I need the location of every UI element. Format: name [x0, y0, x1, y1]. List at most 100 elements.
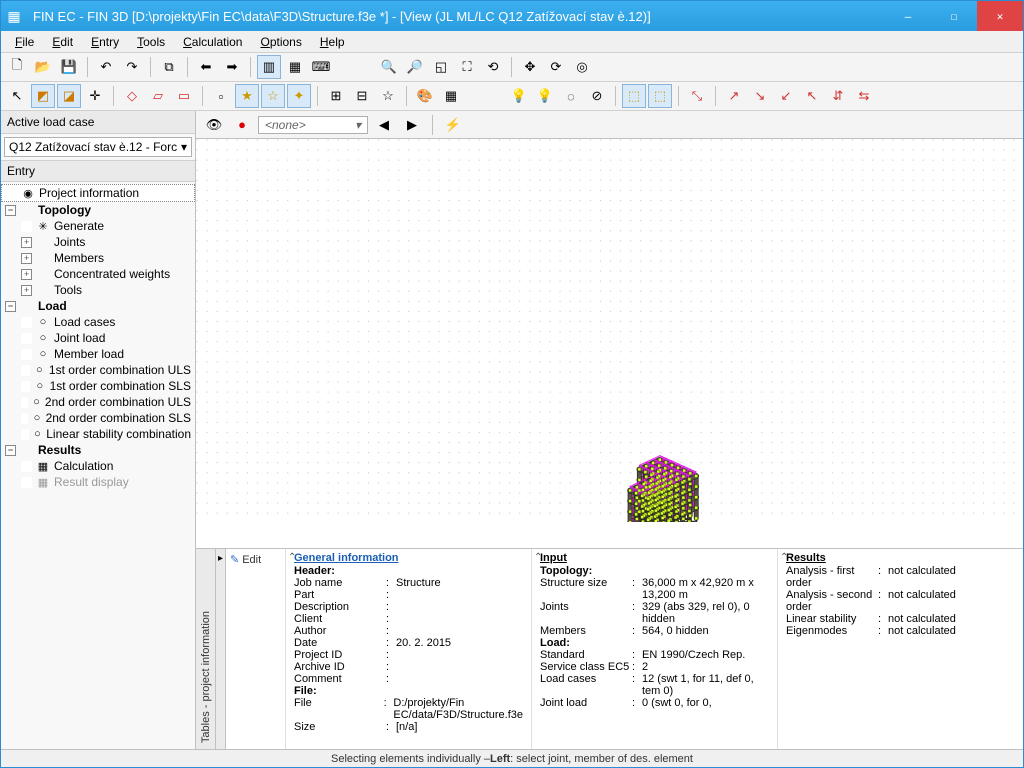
- zoom-window-icon[interactable]: ◱: [429, 55, 453, 79]
- arrow-right-icon[interactable]: ➡: [220, 55, 244, 79]
- view2-icon[interactable]: ★: [235, 84, 259, 108]
- app-icon: ▦: [1, 8, 27, 25]
- snap1-icon[interactable]: ◇: [120, 84, 144, 108]
- menu-file[interactable]: File: [7, 33, 42, 51]
- menu-options[interactable]: Options: [252, 33, 309, 51]
- filter2-icon[interactable]: ⊟: [350, 84, 374, 108]
- view4-icon[interactable]: ✦: [287, 84, 311, 108]
- tree-generate[interactable]: ✳Generate: [1, 218, 195, 234]
- tree-load[interactable]: −Load: [1, 298, 195, 314]
- zoom-prev-icon[interactable]: ⟲: [481, 55, 505, 79]
- bulb-off-icon[interactable]: 💡: [533, 84, 557, 108]
- toolbar-secondary: ↖ ◩ ◪ ✛ ◇ ▱ ▭ ▫ ★ ☆ ✦ ⊞ ⊟ ☆ 🎨 ▦ 💡 💡 ◌ ⊘ …: [1, 82, 1023, 111]
- snap2-icon[interactable]: ▱: [146, 84, 170, 108]
- active-load-case-combo[interactable]: Q12 Zatížovací stav è.12 - Forc ▾: [4, 137, 192, 157]
- tree-project-information[interactable]: ◉Project information: [1, 184, 195, 202]
- save-icon[interactable]: 💾: [57, 55, 81, 79]
- tree-load-cases[interactable]: ○Load cases: [1, 314, 195, 330]
- tree-linear-stability-combination[interactable]: ○Linear stability combination: [1, 426, 195, 442]
- redo-icon[interactable]: ↷: [120, 55, 144, 79]
- select-icon[interactable]: ↖: [5, 84, 29, 108]
- tree-2nd-order-combination-sls[interactable]: ○2nd order combination SLS: [1, 410, 195, 426]
- grid-icon[interactable]: ▦: [439, 84, 463, 108]
- maximize-button[interactable]: ☐: [931, 1, 977, 31]
- rec-camera-icon[interactable]: 👁: [202, 113, 226, 137]
- info-col-input: ⌃InputTopology:Structure size:36,000 m x…: [532, 549, 778, 749]
- pan-icon[interactable]: ✥: [518, 55, 542, 79]
- left-panel: Active load case Q12 Zatížovací stav è.1…: [1, 111, 196, 749]
- right-panel: 👁 ● <none>▾ ◀ ▶ ⚡ Tables - project infor…: [196, 111, 1023, 749]
- animation-toolbar: 👁 ● <none>▾ ◀ ▶ ⚡: [196, 111, 1023, 139]
- viewport-3d[interactable]: [196, 139, 1023, 549]
- zoom-in-icon[interactable]: 🔍: [377, 55, 401, 79]
- axis-icon[interactable]: ⤡: [685, 84, 709, 108]
- tree-concentrated-weights[interactable]: +Concentrated weights: [1, 266, 195, 282]
- info-edit-button[interactable]: ✎ Edit: [230, 553, 281, 566]
- menu-help[interactable]: Help: [312, 33, 353, 51]
- tree-member-load[interactable]: ○Member load: [1, 346, 195, 362]
- sel-mode3-icon[interactable]: ✛: [83, 84, 107, 108]
- color-icon[interactable]: 🎨: [413, 84, 437, 108]
- menu-tools[interactable]: Tools: [129, 33, 173, 51]
- cs3-icon[interactable]: ↙: [774, 84, 798, 108]
- cs5-icon[interactable]: ⇵: [826, 84, 850, 108]
- filter1-icon[interactable]: ⊞: [324, 84, 348, 108]
- cs4-icon[interactable]: ↖: [800, 84, 824, 108]
- window-title: FIN EC - FIN 3D [D:\projekty\Fin EC\data…: [27, 9, 885, 24]
- undo-icon[interactable]: ↶: [94, 55, 118, 79]
- record-icon[interactable]: ●: [230, 113, 254, 137]
- tree-2nd-order-combination-uls[interactable]: ○2nd order combination ULS: [1, 394, 195, 410]
- zoom-out-icon[interactable]: 🔎: [403, 55, 427, 79]
- lcs2-icon[interactable]: ⬚: [648, 84, 672, 108]
- view1-icon[interactable]: ▫: [209, 84, 233, 108]
- zoom-fit-icon[interactable]: ⛶: [455, 55, 479, 79]
- statusbar: Selecting elements individually – Left :…: [1, 749, 1023, 767]
- info-col-results: ⌃ResultsAnalysis - first order:not calcu…: [778, 549, 1023, 749]
- table-icon[interactable]: ▦: [283, 55, 307, 79]
- new-icon[interactable]: 🗋: [5, 55, 29, 79]
- tree-joints[interactable]: +Joints: [1, 234, 195, 250]
- menu-calculation[interactable]: Calculation: [175, 33, 250, 51]
- filter3-icon[interactable]: ☆: [376, 84, 400, 108]
- tree-1st-order-combination-sls[interactable]: ○1st order combination SLS: [1, 378, 195, 394]
- rotate-icon[interactable]: ⟳: [544, 55, 568, 79]
- menubar: FileEditEntryToolsCalculationOptionsHelp: [1, 31, 1023, 53]
- arrow-left-icon[interactable]: ⬅: [194, 55, 218, 79]
- bulb-on-icon[interactable]: 💡: [507, 84, 531, 108]
- active-load-case-value: Q12 Zatížovací stav è.12 - Forc: [9, 140, 177, 154]
- keyboard-icon[interactable]: ⌨: [309, 55, 333, 79]
- panel-toggle-icon[interactable]: ▥: [257, 55, 281, 79]
- tree-1st-order-combination-uls[interactable]: ○1st order combination ULS: [1, 362, 195, 378]
- orbit-icon[interactable]: ◎: [570, 55, 594, 79]
- tree-topology[interactable]: −Topology: [1, 202, 195, 218]
- animation-combo[interactable]: <none>▾: [258, 116, 368, 134]
- open-icon[interactable]: 📂: [31, 55, 55, 79]
- cs1-icon[interactable]: ↗: [722, 84, 746, 108]
- snap3-icon[interactable]: ▭: [172, 84, 196, 108]
- tree-result-display[interactable]: ▦Result display: [1, 474, 195, 490]
- cs2-icon[interactable]: ↘: [748, 84, 772, 108]
- sel-mode2-icon[interactable]: ◪: [57, 84, 81, 108]
- anim-settings-icon[interactable]: ⚡: [441, 113, 465, 137]
- sel-mode1-icon[interactable]: ◩: [31, 84, 55, 108]
- tree-calculation[interactable]: ▦Calculation: [1, 458, 195, 474]
- copy-icon[interactable]: ⧉: [157, 55, 181, 79]
- view3-icon[interactable]: ☆: [261, 84, 285, 108]
- info-tab[interactable]: Tables - project information: [196, 549, 216, 749]
- minimize-button[interactable]: —: [885, 1, 931, 31]
- close-button[interactable]: ✕: [977, 1, 1023, 31]
- lcs1-icon[interactable]: ⬚: [622, 84, 646, 108]
- titlebar: ▦ FIN EC - FIN 3D [D:\projekty\Fin EC\da…: [1, 1, 1023, 31]
- bulb-dim-icon[interactable]: ◌: [559, 84, 583, 108]
- anim-next-icon[interactable]: ▶: [400, 113, 424, 137]
- tree-results[interactable]: −Results: [1, 442, 195, 458]
- cs6-icon[interactable]: ⇆: [852, 84, 876, 108]
- anim-prev-icon[interactable]: ◀: [372, 113, 396, 137]
- menu-edit[interactable]: Edit: [44, 33, 81, 51]
- menu-entry[interactable]: Entry: [83, 33, 127, 51]
- tree-tools[interactable]: +Tools: [1, 282, 195, 298]
- bulb-x-icon[interactable]: ⊘: [585, 84, 609, 108]
- tree-joint-load[interactable]: ○Joint load: [1, 330, 195, 346]
- info-collapse-toggle[interactable]: ▸: [216, 549, 226, 749]
- tree-members[interactable]: +Members: [1, 250, 195, 266]
